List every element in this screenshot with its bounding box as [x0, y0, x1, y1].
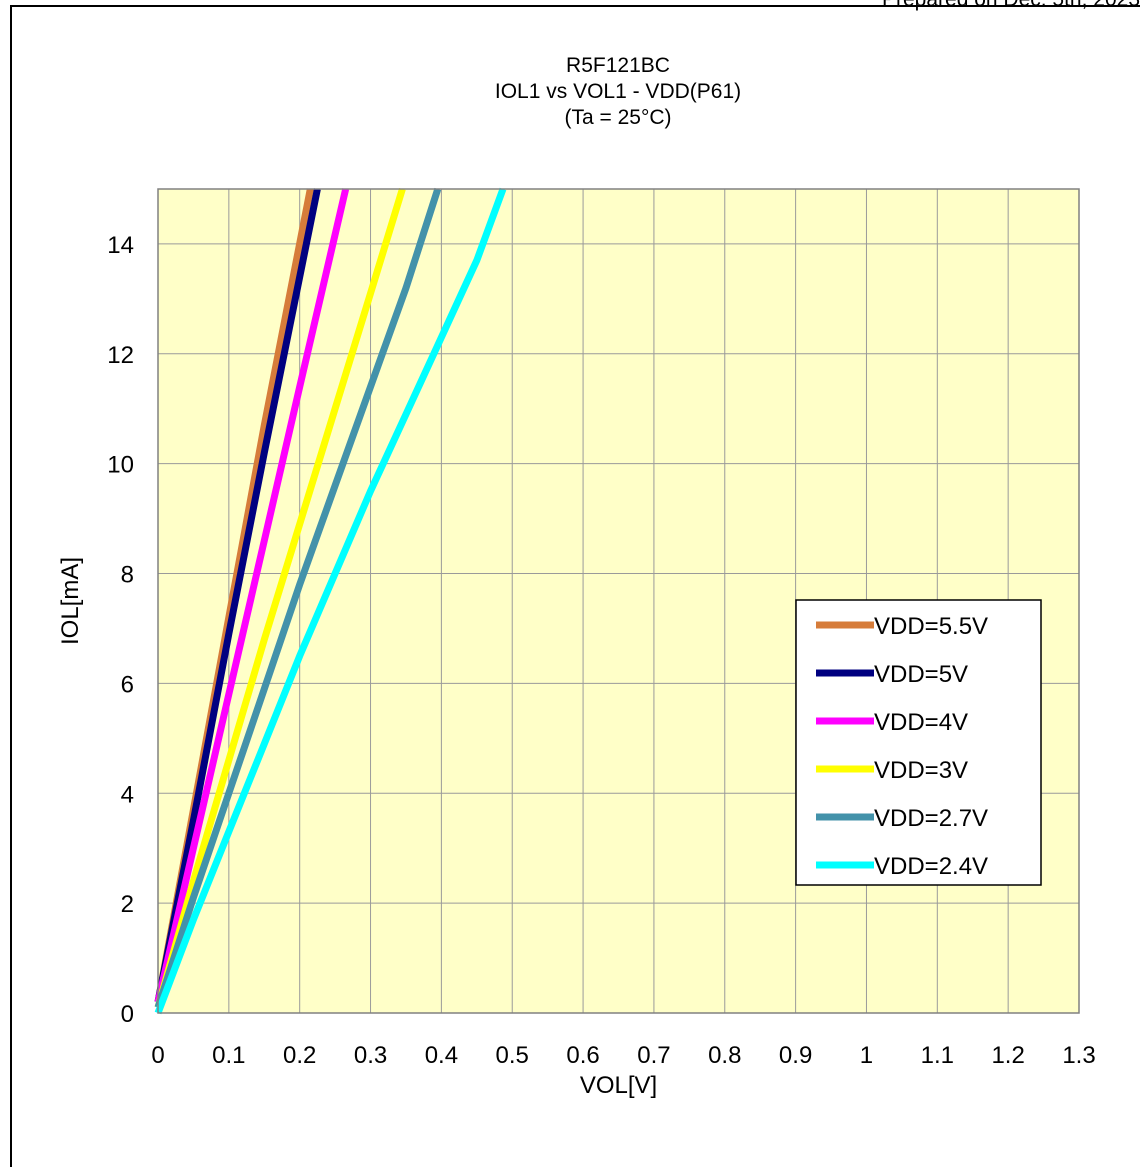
x-tick-label: 0.9: [779, 1042, 812, 1069]
x-tick-label: 1.3: [1062, 1042, 1095, 1069]
x-axis-label: VOL[V]: [580, 1072, 657, 1099]
y-tick-label: 2: [121, 891, 134, 918]
x-tick-labels: 0 0.1 0.2 0.3 0.4 0.5 0.6 0.7 0.8 0.9 1 1.1 1.2 1.3: [151, 1042, 1095, 1069]
legend-label: VDD=3V: [874, 757, 968, 784]
legend: VDD=5.5V VDD=5V VDD=4V VDD=3V VDD=2.7V VDD=2.…: [795, 599, 1042, 886]
series-line-vdd-2-7v: [154, 187, 442, 1009]
legend-label: VDD=2.4V: [874, 853, 988, 880]
y-tick-label: 14: [107, 232, 134, 259]
chart-title-line: R5F121BC: [566, 54, 670, 77]
y-tick-label: 6: [121, 671, 134, 698]
legend-label: VDD=5.5V: [874, 613, 988, 640]
x-tick-label: 0.5: [496, 1042, 529, 1069]
x-tick-label: 0.7: [637, 1042, 670, 1069]
chart-title: R5F121BC IOL1 vs VOL1 - VDD(P61) (Ta = 25°…: [495, 54, 741, 129]
x-tick-label: 0.2: [283, 1042, 316, 1069]
x-tick-label: 0.1: [212, 1042, 245, 1069]
x-tick-label: 1.1: [921, 1042, 954, 1069]
chart-title-line: IOL1 vs VOL1 - VDD(P61): [495, 80, 741, 103]
y-tick-label: 10: [107, 452, 134, 479]
series-line-vdd-5v: [154, 188, 321, 1003]
series-line-vdd-4v: [154, 188, 350, 1003]
x-tick-label: 1: [860, 1042, 873, 1069]
chart-frame: [10, 5, 1140, 1167]
series-line-vdd-2-4v: [154, 187, 507, 1015]
chart-title-line: (Ta = 25°C): [564, 106, 671, 129]
y-tick-label: 8: [121, 562, 134, 589]
y-tick-label: 12: [107, 342, 134, 369]
x-tick-label: 0.8: [708, 1042, 741, 1069]
legend-box: [795, 599, 1042, 886]
plot-border: [157, 188, 1080, 1014]
legend-label: VDD=5V: [874, 661, 968, 688]
series-line-vdd-3v: [154, 187, 406, 1009]
y-tick-label: 0: [121, 1001, 134, 1028]
x-tick-label: 0: [151, 1042, 164, 1069]
y-tick-labels: 0 2 4 6 8 10 12 14: [107, 232, 134, 1028]
x-tick-label: 1.2: [991, 1042, 1024, 1069]
y-tick-label: 4: [121, 781, 134, 808]
x-tick-label: 0.6: [566, 1042, 599, 1069]
series-lines: [154, 187, 507, 1015]
legend-label: VDD=2.7V: [874, 805, 988, 832]
x-tick-label: 0.4: [425, 1042, 458, 1069]
x-tick-label: 0.3: [354, 1042, 387, 1069]
y-axis-label: IOL[mA]: [57, 557, 84, 645]
legend-label: VDD=4V: [874, 709, 968, 736]
